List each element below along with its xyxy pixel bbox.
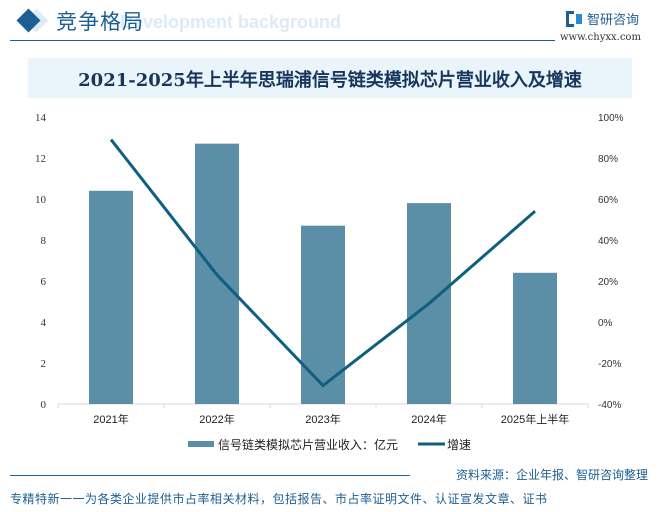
left-axis-tick: 8 bbox=[41, 235, 47, 247]
right-axis-tick: -20% bbox=[598, 359, 621, 370]
x-axis-label: 2023年 bbox=[305, 412, 340, 426]
section-title: 竞争格局 bbox=[56, 10, 144, 34]
x-axis-label: 2025年上半年 bbox=[501, 412, 569, 426]
bar bbox=[301, 225, 345, 404]
legend-line-label: 增速 bbox=[447, 438, 471, 452]
chart: 0 2 4 6 8 10 12 14 -40% -20% 0% 20% 40% 60% 80% 100% 2… bbox=[35, 112, 624, 452]
x-axis-labels: 2021年 2022年 2023年 2024年 2025年上半年 bbox=[93, 412, 569, 426]
left-axis-tick: 14 bbox=[35, 112, 47, 124]
right-axis-tick: 0% bbox=[598, 318, 613, 329]
x-axis-label: 2024年 bbox=[411, 412, 446, 426]
chart-title-box: 2021-2025年上半年思瑞浦信号链类模拟芯片营业收入及增速 bbox=[28, 58, 632, 98]
right-axis-tick: 20% bbox=[598, 277, 618, 288]
footer-divider bbox=[10, 475, 410, 476]
bar bbox=[513, 272, 557, 404]
logo-icon bbox=[566, 10, 582, 27]
legend-bar-label: 信号链类模拟芯片营业收入：亿元 bbox=[218, 437, 398, 452]
background-watermark-text: Development background bbox=[120, 12, 342, 32]
left-axis-tick: 0 bbox=[41, 399, 47, 411]
logo-name: 智研咨询 bbox=[587, 13, 640, 28]
right-axis: -40% -20% 0% 20% 40% 60% 80% 100% bbox=[598, 113, 624, 411]
left-axis-tick: 10 bbox=[35, 194, 47, 206]
chart-title: 2021-2025年上半年思瑞浦信号链类模拟芯片营业收入及增速 bbox=[78, 70, 582, 91]
legend-bar-swatch bbox=[188, 441, 214, 447]
logo: 智研咨询 bbox=[566, 9, 639, 28]
left-axis: 0 2 4 6 8 10 12 14 bbox=[35, 112, 47, 411]
left-axis-tick: 6 bbox=[41, 276, 47, 288]
left-axis-tick: 12 bbox=[35, 153, 46, 165]
left-axis-tick: 2 bbox=[41, 358, 47, 370]
bar bbox=[89, 190, 133, 404]
source-note: 资料来源：企业年报、智研咨询整理 bbox=[455, 468, 648, 482]
x-axis-label: 2021年 bbox=[93, 412, 128, 426]
line-series bbox=[109, 138, 536, 388]
footer-note: 专精特新一一为各类企业提供市占率相关材料，包括报告、市占率证明文件、认证宣发文章… bbox=[10, 492, 548, 506]
x-axis-label: 2022年 bbox=[199, 412, 234, 426]
header-divider bbox=[10, 40, 555, 41]
x-axis-ticks bbox=[57, 404, 589, 408]
legend: 信号链类模拟芯片营业收入：亿元 增速 bbox=[188, 437, 471, 452]
bar-series bbox=[89, 143, 557, 404]
right-axis-tick: 80% bbox=[598, 154, 618, 165]
right-axis-tick: -40% bbox=[598, 400, 621, 411]
left-axis-tick: 4 bbox=[41, 317, 47, 329]
right-axis-tick: 40% bbox=[598, 236, 618, 247]
right-axis-tick: 60% bbox=[598, 195, 618, 206]
header: Development background 竞争格局 智研咨询 www.chy… bbox=[0, 0, 658, 50]
right-axis-tick: 100% bbox=[598, 113, 624, 124]
logo-url: www.chyxx.com bbox=[560, 32, 641, 43]
